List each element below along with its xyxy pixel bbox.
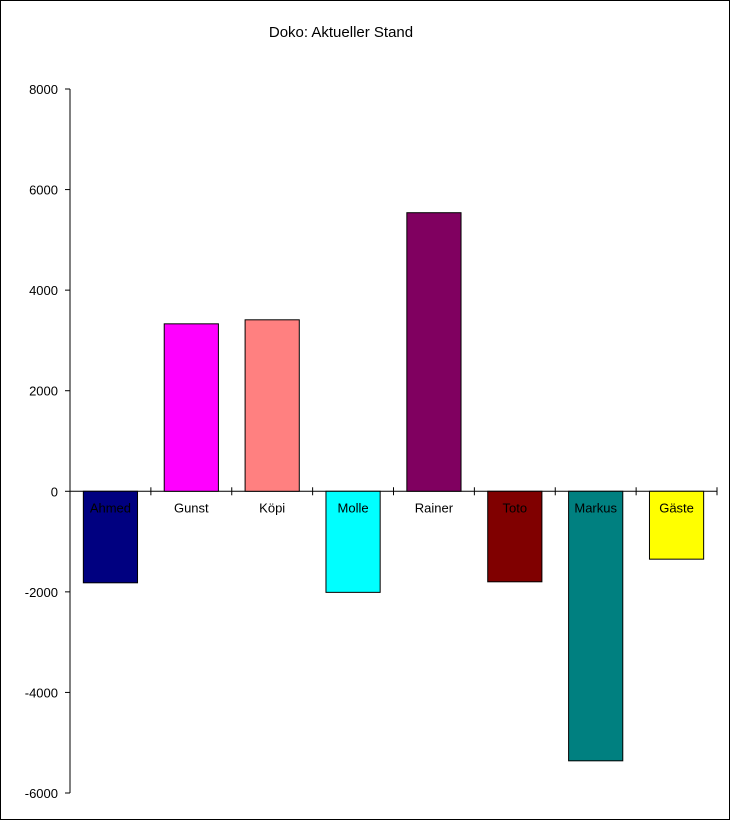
bar-3 [325,490,381,593]
category-label: Gäste [659,500,694,515]
category-label: Gunst [174,500,209,515]
y-tick-label: -4000 [25,685,58,700]
bar-0 [82,490,139,584]
y-tick-label: -6000 [25,786,58,801]
y-tick-label: 6000 [29,183,58,198]
bar-layer [82,212,705,762]
category-label: Molle [338,500,369,515]
category-label: Köpi [259,500,285,515]
y-tick-label: 8000 [29,82,58,97]
y-tick-label: 0 [51,484,58,499]
chart-title: Doko: Aktueller Stand [268,24,414,41]
y-tick-label: 4000 [29,283,58,298]
category-label: Toto [503,500,528,515]
category-label: Rainer [415,500,454,515]
bar-1 [163,323,219,492]
category-label: Markus [574,500,617,515]
bar-5 [487,490,543,583]
y-tick-label: 2000 [29,384,58,399]
bar-6 [568,490,624,762]
y-tick-label: -2000 [25,585,58,600]
bar-7 [648,490,705,560]
bar-2 [244,319,300,492]
bar-4 [406,212,462,492]
label-layer: Ahmed Gunst Köpi Molle Rainer Toto Markus Gäste [90,500,694,515]
category-label: Ahmed [90,500,131,515]
